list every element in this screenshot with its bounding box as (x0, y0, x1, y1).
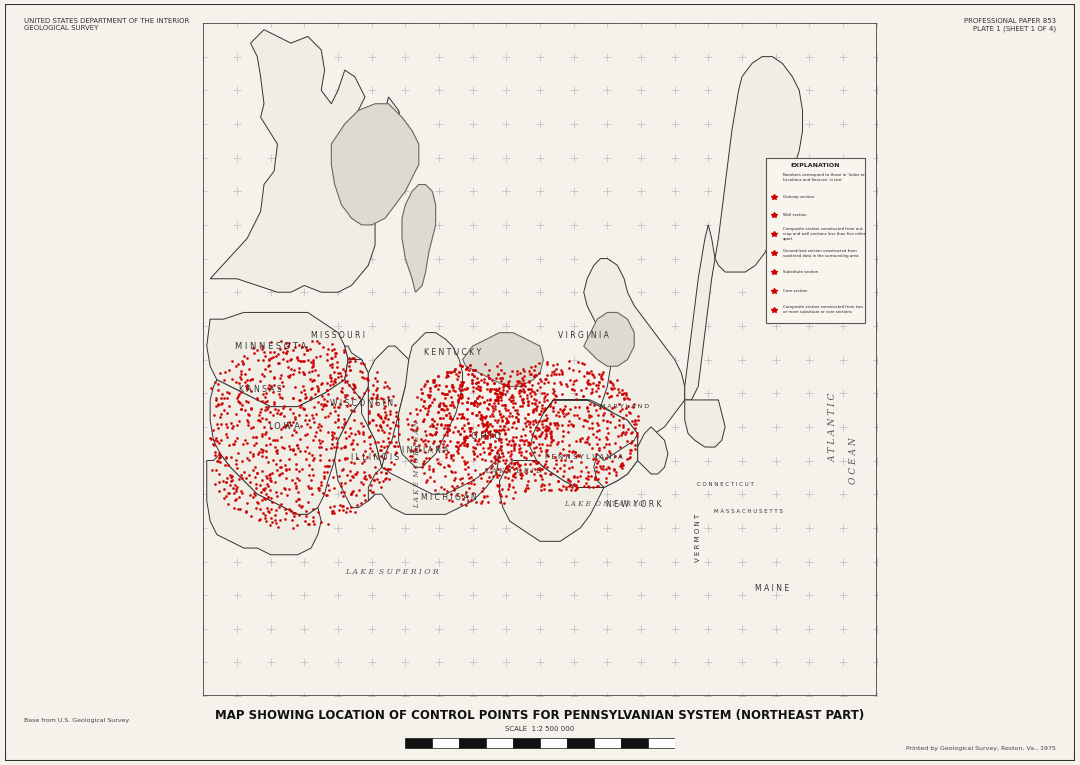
Text: MAP SHOWING LOCATION OF CONTROL POINTS FOR PENNSYLVANIAN SYSTEM (NORTHEAST PART): MAP SHOWING LOCATION OF CONTROL POINTS F… (215, 709, 865, 721)
Polygon shape (211, 30, 402, 292)
Bar (540, 738, 567, 748)
Bar (513, 738, 540, 748)
Text: Generalized section constructed from
scattered data in the surrounding area: Generalized section constructed from sca… (783, 249, 859, 258)
Text: A T L A N T I C: A T L A N T I C (828, 392, 837, 461)
Polygon shape (685, 400, 725, 447)
Text: Composite section constructed from two
or more substitute or core sections: Composite section constructed from two o… (783, 305, 863, 314)
Polygon shape (530, 400, 642, 487)
Text: K A N S A S: K A N S A S (240, 386, 282, 394)
Polygon shape (637, 427, 667, 474)
FancyBboxPatch shape (766, 158, 865, 323)
Text: I L L I N O I S: I L L I N O I S (351, 453, 400, 461)
Text: Composite section constructed from out-
crop and well sections less than five mi: Composite section constructed from out- … (783, 227, 866, 241)
Text: Substitute section: Substitute section (783, 270, 819, 274)
Polygon shape (206, 312, 348, 407)
Text: I O W A: I O W A (269, 422, 299, 431)
Text: L A K E  S U P E R I O R: L A K E S U P E R I O R (346, 568, 438, 575)
Bar (594, 738, 621, 748)
Bar (405, 738, 432, 748)
Text: M I S S O U R I: M I S S O U R I (311, 331, 365, 340)
Text: EXPLANATION: EXPLANATION (791, 163, 840, 168)
Text: P E N N S Y L V A N I A: P E N N S Y L V A N I A (545, 454, 623, 461)
Text: O C E A N: O C E A N (849, 437, 858, 484)
Polygon shape (332, 104, 419, 225)
Text: I N D I A N A: I N D I A N A (402, 446, 449, 455)
Polygon shape (351, 97, 402, 225)
Polygon shape (368, 454, 500, 514)
Text: Outcrop section: Outcrop section (783, 194, 814, 199)
Polygon shape (399, 333, 462, 467)
Text: C O N N E C T I C U T: C O N N E C T I C U T (697, 482, 754, 487)
Text: L A K E  O N T A R I O: L A K E O N T A R I O (564, 500, 644, 508)
Text: PROFESSIONAL PAPER 853
PLATE 1 (SHEET 1 OF 4): PROFESSIONAL PAPER 853 PLATE 1 (SHEET 1 … (964, 18, 1056, 32)
Text: UNITED STATES DEPARTMENT OF THE INTERIOR
GEOLOGICAL SURVEY: UNITED STATES DEPARTMENT OF THE INTERIOR… (24, 18, 189, 31)
Text: M A I N E: M A I N E (755, 584, 789, 593)
Polygon shape (211, 346, 368, 514)
Text: N E W  Y O R K: N E W Y O R K (607, 500, 662, 509)
Text: W I S C O N S I N: W I S C O N S I N (330, 399, 393, 408)
Polygon shape (335, 360, 382, 508)
Polygon shape (462, 333, 543, 386)
Polygon shape (543, 259, 685, 447)
Polygon shape (500, 461, 604, 542)
Text: Core section: Core section (783, 289, 808, 293)
Polygon shape (584, 312, 634, 366)
Polygon shape (715, 57, 802, 272)
Text: V I R G I N I A: V I R G I N I A (558, 331, 609, 340)
Polygon shape (368, 346, 408, 467)
Bar (486, 738, 513, 748)
Text: L A K E  E R I E: L A K E E R I E (485, 467, 541, 474)
Text: M A R Y L A N D: M A R Y L A N D (599, 404, 649, 409)
Polygon shape (685, 225, 715, 400)
Bar (648, 738, 675, 748)
Text: M I N N E S O T A: M I N N E S O T A (235, 342, 307, 350)
Bar (432, 738, 459, 748)
Bar (567, 738, 594, 748)
Text: M A S S A C H U S E T T S: M A S S A C H U S E T T S (714, 509, 783, 513)
Text: Base from U.S. Geological Survey: Base from U.S. Geological Survey (24, 718, 129, 723)
Bar (621, 738, 648, 748)
Text: O H I O: O H I O (471, 432, 501, 441)
Bar (459, 738, 486, 748)
Text: V E R M O N T: V E R M O N T (696, 514, 701, 562)
Text: M I C H I G A N: M I C H I G A N (421, 493, 477, 502)
Polygon shape (594, 434, 637, 487)
Polygon shape (206, 454, 321, 555)
Text: Numbers correspond to those in 'Index to
Locations and Sources' in text: Numbers correspond to those in 'Index to… (783, 174, 864, 182)
Text: L A K E  M I C H I G A N: L A K E M I C H I G A N (414, 420, 421, 508)
Polygon shape (402, 184, 435, 292)
Text: Well section: Well section (783, 213, 807, 217)
Text: K E N T U C K Y: K E N T U C K Y (424, 348, 481, 357)
Text: Printed by Geological Survey, Reston, Va., 1975: Printed by Geological Survey, Reston, Va… (906, 746, 1056, 750)
Text: SCALE  1:2 500 000: SCALE 1:2 500 000 (505, 726, 575, 732)
